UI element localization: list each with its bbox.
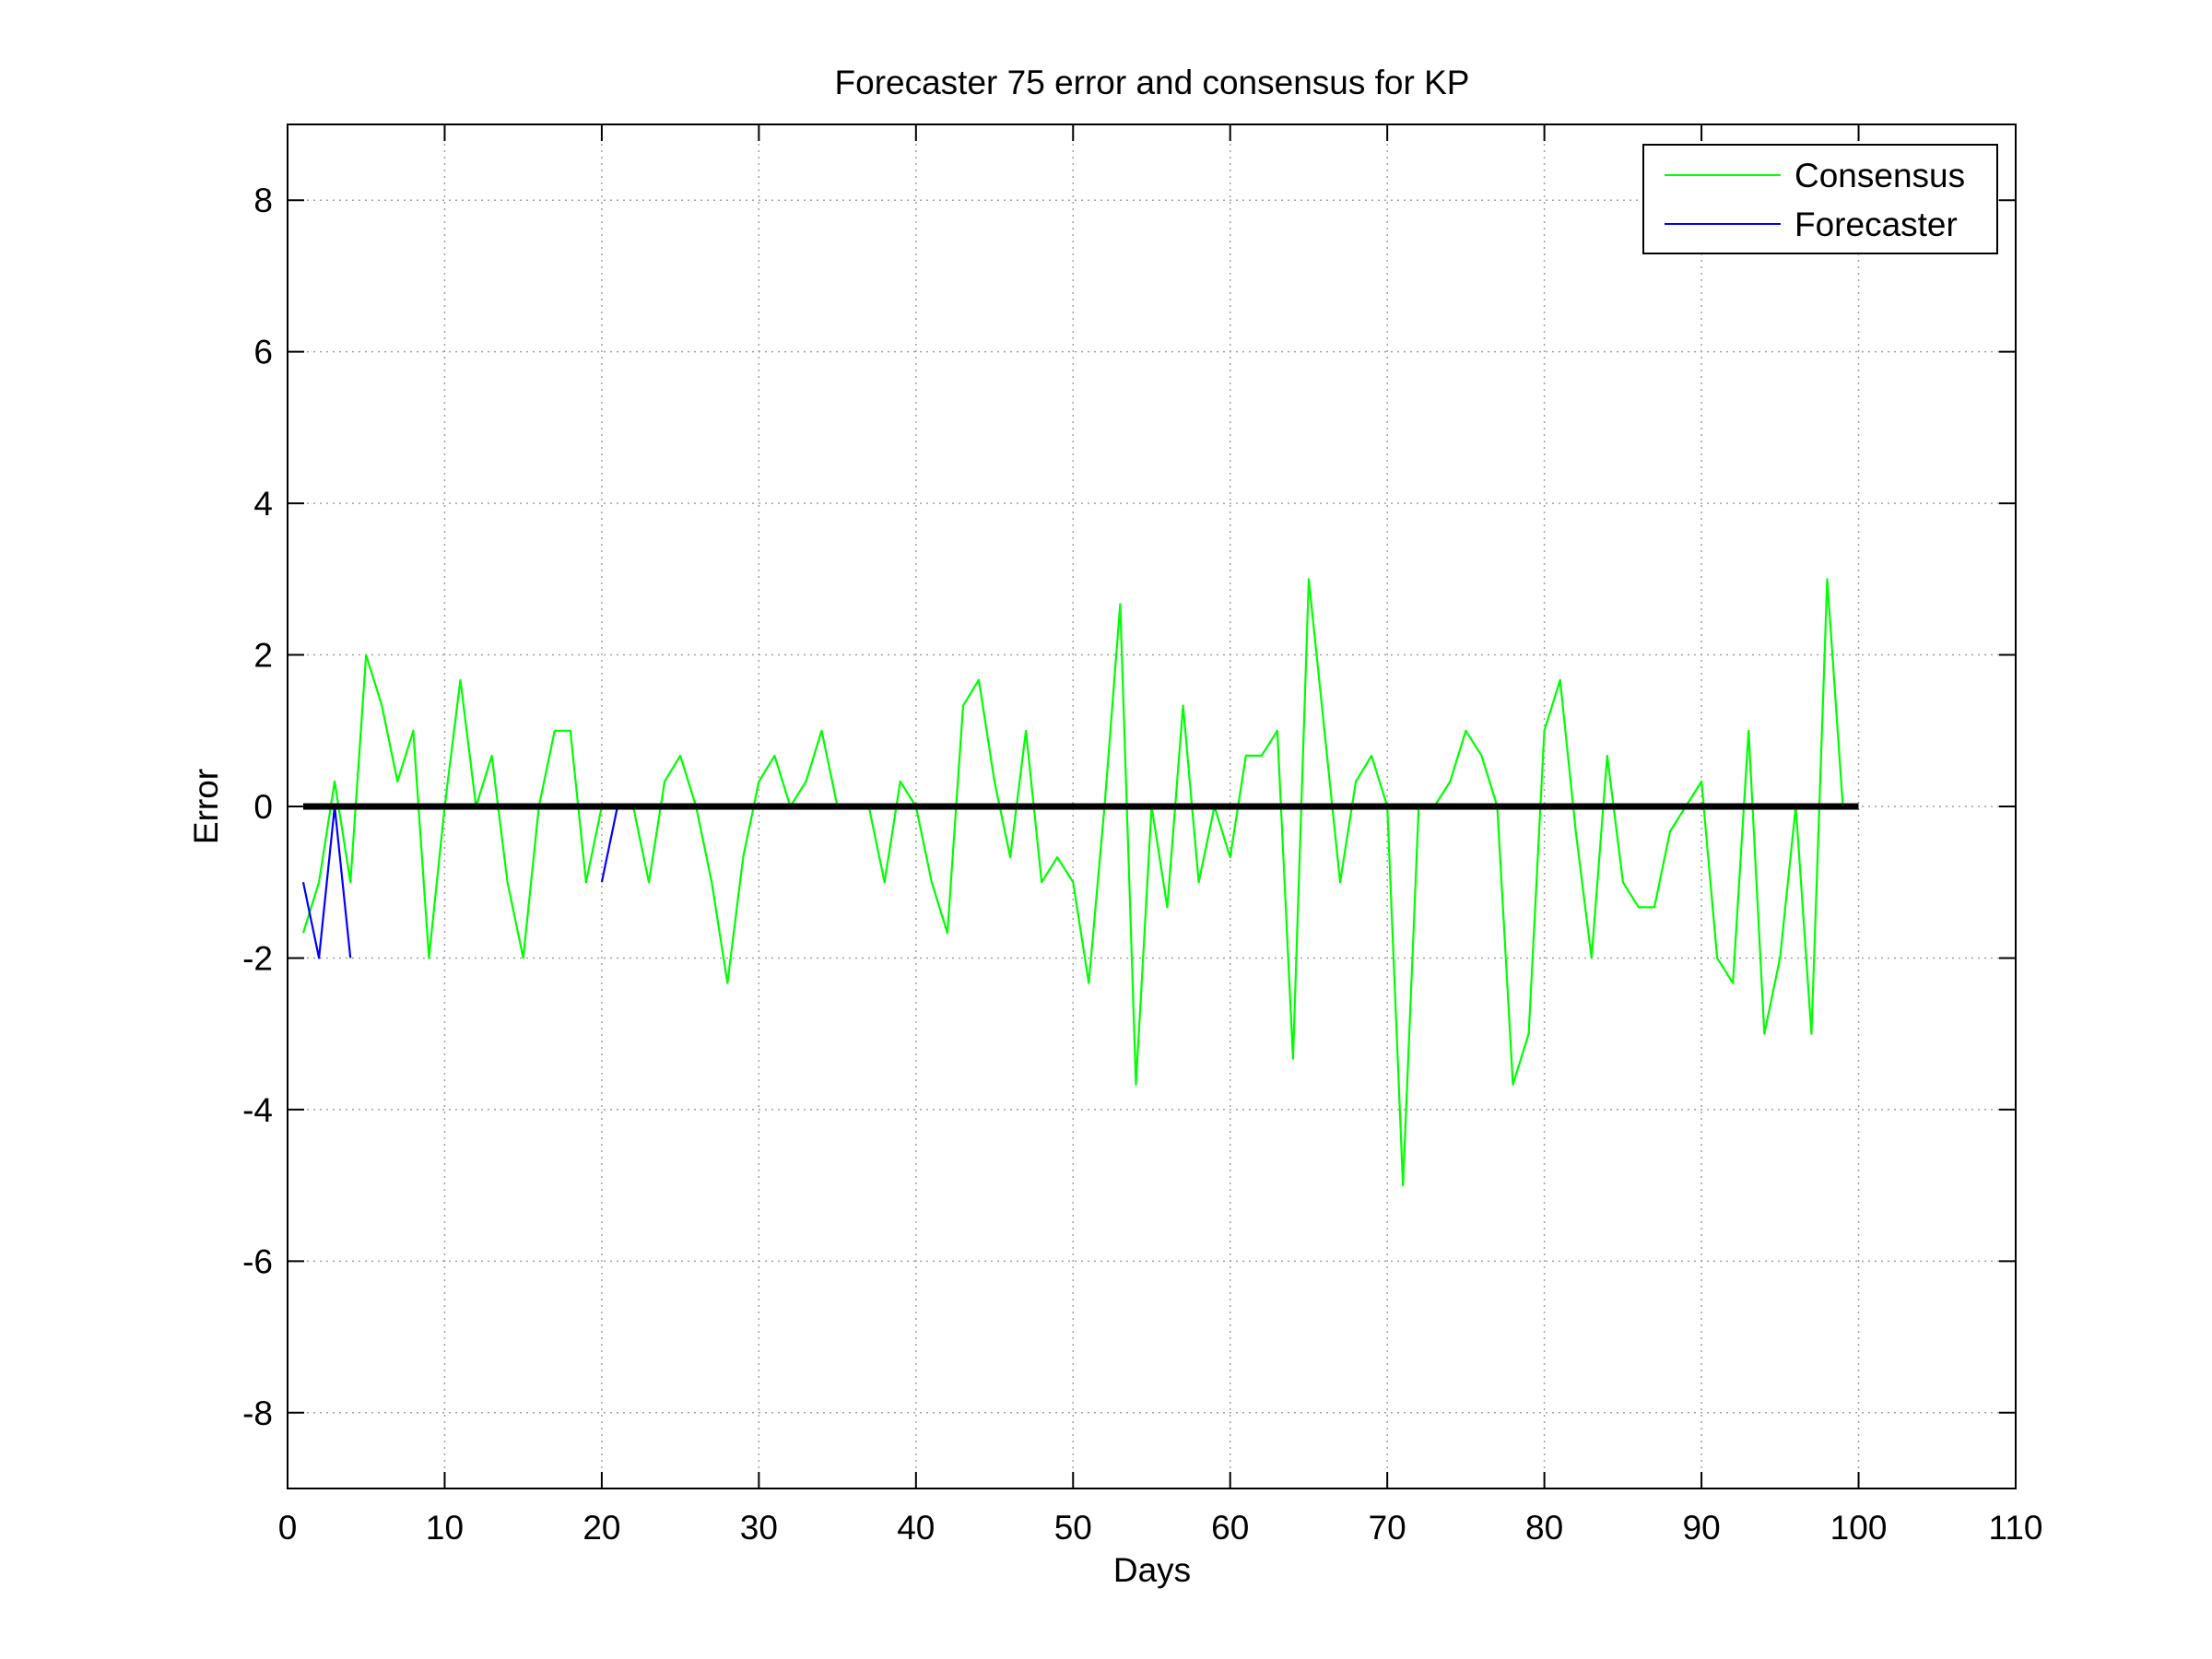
y-tick-label: 2 [253, 637, 273, 675]
x-tick-label: 60 [1211, 1509, 1249, 1547]
y-tick-label: -4 [242, 1091, 273, 1129]
ticks [287, 124, 2017, 1488]
legend-label-consensus: Consensus [1794, 157, 1965, 194]
series-layer [301, 578, 1859, 1187]
x-tick-label: 10 [426, 1509, 464, 1547]
chart-title: Forecaster 75 error and consensus for KP [835, 64, 1470, 101]
legend-label-forecaster: Forecaster [1794, 206, 1958, 243]
x-tick-label: 110 [1989, 1509, 2043, 1547]
y-tick-label: -8 [242, 1394, 273, 1432]
x-tick-label: 30 [740, 1509, 778, 1547]
y-tick-label: 8 [253, 182, 273, 219]
x-tick-label: 20 [582, 1509, 620, 1547]
x-tick-label: 50 [1054, 1509, 1092, 1547]
x-tick-label: 100 [1830, 1509, 1888, 1547]
y-tick-label: 4 [253, 485, 273, 523]
x-tick-label: 40 [897, 1509, 935, 1547]
series-line-forecaster [600, 806, 619, 883]
x-axis-label: Days [1113, 1551, 1191, 1589]
legend-box [1642, 144, 1998, 254]
x-tick-label: 70 [1369, 1509, 1406, 1547]
series-line-consensus [301, 578, 1844, 1187]
legend: Consensus Forecaster [1642, 144, 1998, 254]
y-tick-label: 6 [253, 334, 273, 371]
y-tick-label: 0 [253, 788, 273, 826]
y-tick-label: -6 [242, 1242, 273, 1280]
x-tick-label: 0 [278, 1509, 298, 1547]
y-tick-labels: -8 -6 -4 -2 0 2 4 6 8 [242, 182, 273, 1432]
x-tick-labels: 0 10 20 30 40 50 60 70 80 90 100 110 [278, 1509, 2043, 1547]
y-tick-label: -2 [242, 939, 273, 977]
x-tick-label: 90 [1683, 1509, 1721, 1547]
y-axis-label: Error [187, 769, 225, 844]
series-line-forecaster [301, 805, 352, 959]
x-tick-label: 80 [1525, 1509, 1563, 1547]
